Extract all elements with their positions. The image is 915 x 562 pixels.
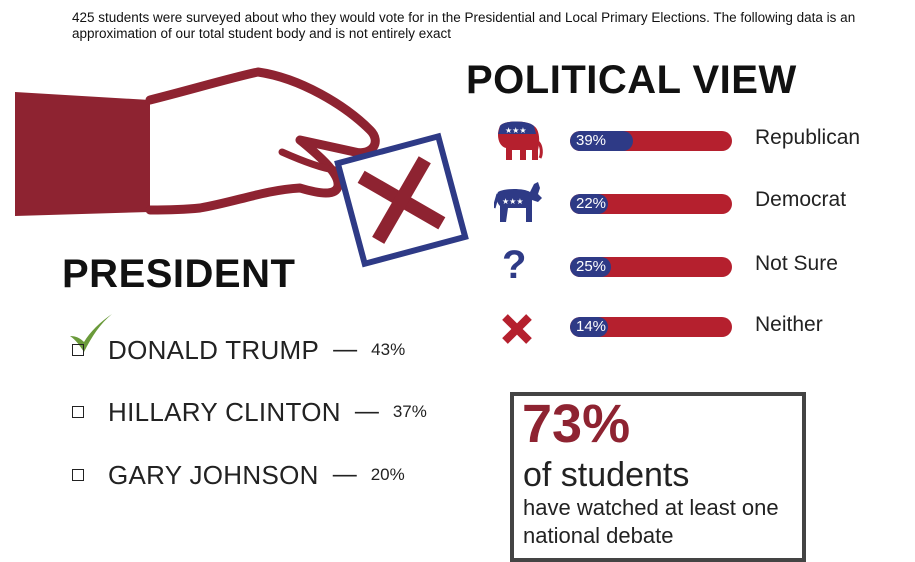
candidate-row-clinton: HILLARY CLINTON — 37%: [72, 394, 427, 430]
candidate-percent: 43%: [371, 340, 406, 359]
donkey-icon: ★★★: [494, 182, 542, 222]
candidate-percent: 37%: [392, 402, 427, 421]
candidate-name: GARY JOHNSON: [108, 459, 319, 490]
question-icon: ?: [502, 243, 527, 287]
political-view-title: POLITICAL VIEW: [466, 58, 797, 102]
bar-fill: [570, 194, 608, 214]
hand-ballot-icon: [15, 67, 469, 268]
svg-text:★★★: ★★★: [505, 126, 527, 135]
party-label-not-sure: Not Sure: [755, 252, 838, 275]
candidate-row-johnson: GARY JOHNSON — 20%: [72, 457, 405, 493]
svg-text:★★★: ★★★: [502, 197, 524, 206]
bar-not-sure: 25%: [570, 257, 732, 277]
stat-line1: of students: [523, 456, 690, 494]
bar-fill: [570, 131, 633, 151]
elephant-icon: ★★★: [498, 121, 543, 160]
bar-fill: [570, 257, 611, 277]
bar-label: 39%: [576, 132, 607, 149]
bar-republican: 39%: [570, 131, 732, 151]
party-label-republican: Republican: [755, 126, 861, 149]
bar-label: 25%: [576, 258, 607, 275]
x-icon: [502, 314, 532, 344]
checkbox: [72, 469, 84, 481]
stat-percent: 73%: [522, 394, 631, 454]
bar-label: 22%: [576, 195, 607, 212]
checkmark-icon: [70, 314, 112, 352]
bar-fill: [570, 317, 608, 337]
checkbox: [72, 344, 84, 356]
party-label-democrat: Democrat: [755, 188, 847, 211]
checkbox: [72, 406, 84, 418]
intro-text: 425 students were surveyed about who the…: [72, 10, 856, 41]
party-label-neither: Neither: [755, 313, 823, 336]
candidate-name: HILLARY CLINTON: [108, 396, 341, 427]
candidate-row-trump: DONALD TRUMP — 43%: [72, 332, 405, 368]
stat-line2: have watched at least one national debat…: [523, 495, 779, 548]
bar-democrat: 22%: [570, 194, 732, 214]
president-title: PRESIDENT: [62, 252, 296, 296]
candidate-percent: 20%: [370, 465, 405, 484]
bar-label: 14%: [576, 318, 607, 335]
candidate-name: DONALD TRUMP: [108, 334, 320, 365]
bar-neither: 14%: [570, 317, 732, 337]
